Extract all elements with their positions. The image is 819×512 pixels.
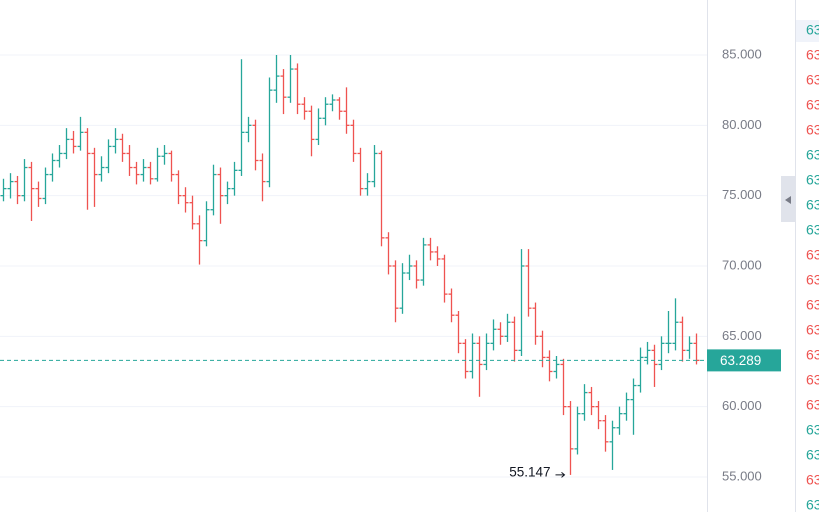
side-price: 63: [806, 422, 819, 438]
plot-area: [0, 0, 707, 512]
side-price: 63: [806, 147, 819, 163]
y-tick-label: 75.000: [722, 187, 762, 202]
side-price: 63: [806, 397, 819, 413]
side-highlight: [796, 20, 819, 42]
side-price: 63: [806, 97, 819, 113]
side-price: 63: [806, 122, 819, 138]
side-price: 63: [806, 347, 819, 363]
low-arrow: [555, 472, 566, 478]
side-price: 63: [806, 472, 819, 488]
grid: 55.000 60.000 65.000 70.000 75.000 80.000 85.0…: [0, 46, 762, 483]
side-price: 63: [806, 297, 819, 313]
side-price: 63: [806, 222, 819, 238]
side-price: 63: [806, 497, 819, 512]
side-price: 63: [806, 322, 819, 338]
y-tick-label: 60.000: [722, 398, 762, 413]
y-tick-label: 55.000: [722, 468, 762, 483]
overlay: 63.289 55.147 63 63 63 63 63 63 63 63 63 63 63 63 63 63…: [0, 22, 819, 512]
side-price: 63: [806, 247, 819, 263]
last-price-label: 63.289: [720, 353, 761, 368]
last-price-box: [707, 349, 781, 372]
y-tick-label: 70.000: [722, 257, 762, 272]
side-price: 63: [806, 72, 819, 88]
y-tick-label: 80.000: [722, 117, 762, 132]
y-tick-label: 65.000: [722, 328, 762, 343]
toggle-arrow: [785, 196, 791, 204]
side-price: 63: [806, 172, 819, 188]
side-price: 63: [806, 197, 819, 213]
side-price: 63: [806, 447, 819, 463]
low-label: 55.147: [509, 464, 550, 479]
y-tick-label: 85.000: [722, 46, 762, 61]
bars: [0, 54, 700, 475]
side-price: 63: [806, 22, 819, 38]
side-price: 63: [806, 47, 819, 63]
side-price: 63: [806, 272, 819, 288]
side-price: 63: [806, 372, 819, 388]
